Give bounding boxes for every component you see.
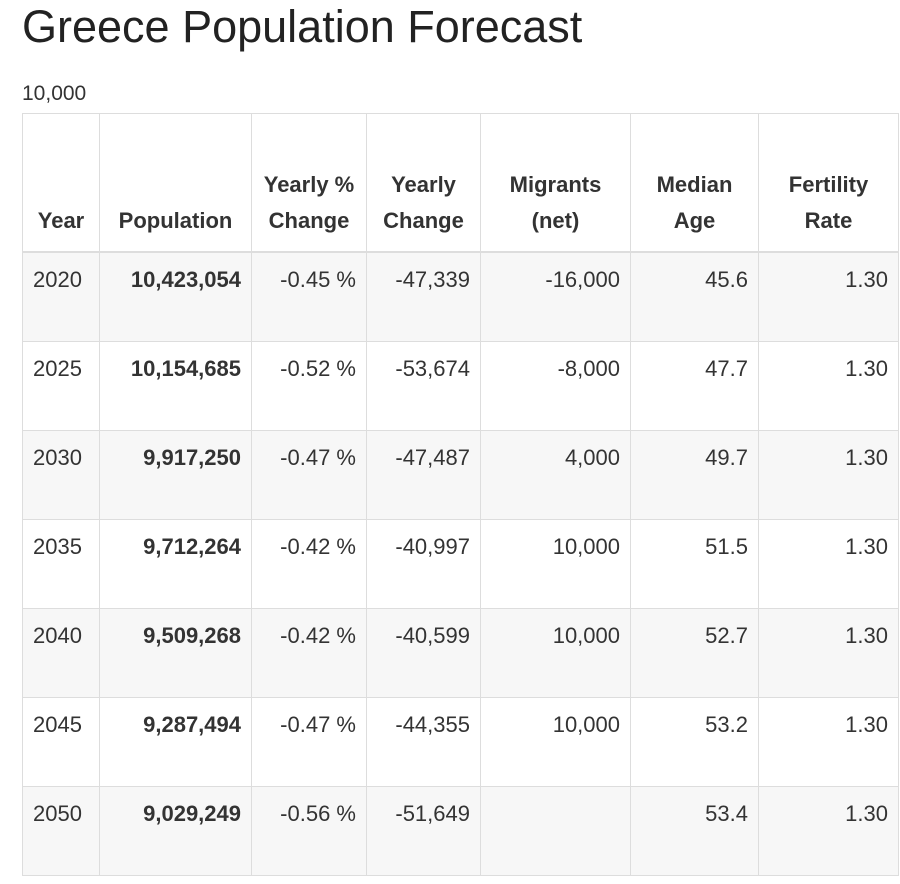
table-cell: -0.45 % — [251, 251, 367, 342]
table-row: 2040 9,509,268 -0.42 % -40,599 10,000 52.7 1.3… — [22, 607, 899, 698]
table-cell: -0.42 % — [251, 518, 367, 609]
table-cell: -0.47 % — [251, 429, 367, 520]
table-cell: -47,339 — [366, 251, 481, 342]
table-cell: 1.30 — [758, 251, 899, 342]
table-cell: -8,000 — [480, 340, 631, 431]
table-cell: 49.7 — [630, 429, 759, 520]
table-cell: 1.30 — [758, 340, 899, 431]
table-cell: 2025 — [22, 340, 100, 431]
column-header: Yearly % Change — [251, 113, 367, 253]
table-cell: 1.30 — [758, 696, 899, 787]
table-cell: 9,509,268 — [99, 607, 252, 698]
table-cell: 10,000 — [480, 607, 631, 698]
table-cell: 1.30 — [758, 607, 899, 698]
table-cell: 10,000 — [480, 696, 631, 787]
table-cell: 52.7 — [630, 607, 759, 698]
table-cell: -47,487 — [366, 429, 481, 520]
table-cell: -53,674 — [366, 340, 481, 431]
table-cell: 1.30 — [758, 785, 899, 876]
table-cell: 2030 — [22, 429, 100, 520]
table-cell: 53.4 — [630, 785, 759, 876]
table-row: 2020 10,423,054 -0.45 % -47,339 -16,000 45.6 1… — [22, 251, 899, 342]
table-cell: 2050 — [22, 785, 100, 876]
table-cell: -44,355 — [366, 696, 481, 787]
table-cell: 53.2 — [630, 696, 759, 787]
table-cell: 2040 — [22, 607, 100, 698]
table-cell: -51,649 — [366, 785, 481, 876]
column-header: Migrants (net) — [480, 113, 631, 253]
table-cell: 10,000 — [480, 518, 631, 609]
column-header: Yearly Change — [366, 113, 481, 253]
forecast-table: Year Population Yearly % Change Yearly Chan… — [22, 113, 899, 876]
table-row: 2030 9,917,250 -0.47 % -47,487 4,000 49.7 1.30 — [22, 429, 899, 520]
column-header: Fertility Rate — [758, 113, 899, 253]
table-cell: 9,287,494 — [99, 696, 252, 787]
table-cell: 4,000 — [480, 429, 631, 520]
table-cell: -40,997 — [366, 518, 481, 609]
table-cell: 1.30 — [758, 518, 899, 609]
table-cell: 51.5 — [630, 518, 759, 609]
table-cell: 2020 — [22, 251, 100, 342]
table-row: 2035 9,712,264 -0.42 % -40,997 10,000 51.5 1.3… — [22, 518, 899, 609]
table-cell: -0.42 % — [251, 607, 367, 698]
table-cell: -0.52 % — [251, 340, 367, 431]
table-cell: 2045 — [22, 696, 100, 787]
column-header: Median Age — [630, 113, 759, 253]
page-title: Greece Population Forecast — [22, 1, 583, 52]
column-header: Year — [22, 113, 100, 253]
table-row: 2025 10,154,685 -0.52 % -53,674 -8,000 47.7 1.… — [22, 340, 899, 431]
table-row: 2050 9,029,249 -0.56 % -51,649 53.4 1.30 — [22, 785, 899, 876]
table-row: 2045 9,287,494 -0.47 % -44,355 10,000 53.2 1.3… — [22, 696, 899, 787]
table-cell: 9,029,249 — [99, 785, 252, 876]
table-cell: 9,712,264 — [99, 518, 252, 609]
table-cell: -40,599 — [366, 607, 481, 698]
table-cell: 47.7 — [630, 340, 759, 431]
table-cell: 2035 — [22, 518, 100, 609]
table-cell — [480, 785, 631, 876]
header-row: Year Population Yearly % Change Yearly Chan… — [22, 113, 899, 253]
table-cell: -0.56 % — [251, 785, 367, 876]
table-cell: 10,154,685 — [99, 340, 252, 431]
table-cell: 1.30 — [758, 429, 899, 520]
column-header: Population — [99, 113, 252, 253]
table-body: 2020 10,423,054 -0.45 % -47,339 -16,000 45.6 1… — [22, 251, 899, 876]
table-cell: -16,000 — [480, 251, 631, 342]
table-cell: 10,423,054 — [99, 251, 252, 342]
table-cell: -0.47 % — [251, 696, 367, 787]
table-cell: 9,917,250 — [99, 429, 252, 520]
table-cell: 45.6 — [630, 251, 759, 342]
subtitle: 10,000 — [22, 82, 87, 105]
